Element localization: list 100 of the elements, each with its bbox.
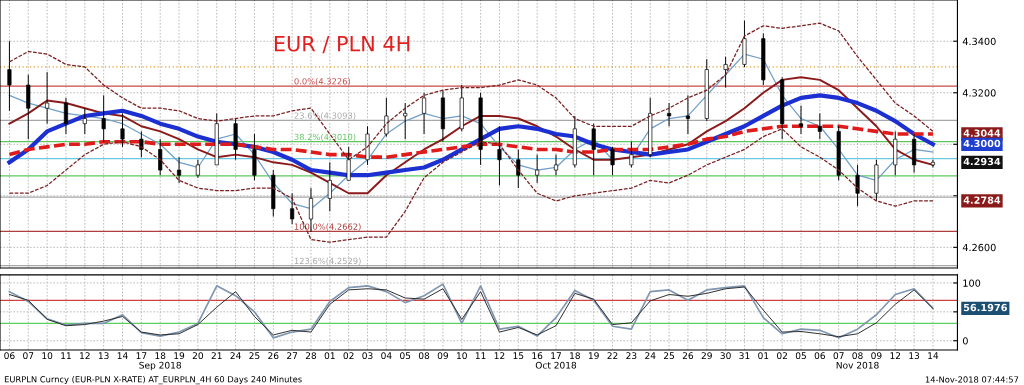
ref-line-label: 38.2%(4.3010): [294, 133, 356, 142]
candlestick: [384, 97, 389, 138]
x-tick-label: 20: [192, 352, 204, 360]
candlestick: [7, 40, 12, 112]
candlestick: [422, 92, 427, 135]
candlestick: [667, 102, 672, 127]
x-tick-label: 11: [475, 352, 486, 359]
text: EURPLN Curncy (EUR-PLN X-RATE) AT_EURPLN_4H 60 Days 240 Minutes: [4, 375, 302, 385]
x-tick-label: 14: [928, 352, 939, 359]
x-tick-label: 01: [758, 352, 769, 360]
x-tick-label: 06: [814, 352, 826, 360]
text: 14-Nov-2018 07:44:57: [925, 376, 1019, 383]
y-tick-label: 4.3400: [962, 37, 996, 46]
x-tick-label: 10: [42, 352, 53, 360]
candlestick: [610, 146, 615, 176]
line-series: [8, 128, 934, 243]
ref-line-label: 23.6%(4.3093): [294, 112, 356, 120]
x-tick-label: 13: [98, 352, 109, 360]
x-tick-label: 07: [23, 352, 34, 360]
text: Nov 2018: [836, 361, 879, 369]
x-tick-label: 17: [136, 352, 147, 359]
x-tick-label: 04: [381, 352, 392, 360]
candlestick: [158, 138, 163, 176]
y-tick-label: 4.2600: [962, 243, 996, 252]
y-tick-label: 100: [963, 279, 981, 287]
candlestick: [855, 164, 860, 207]
candlestick: [591, 123, 596, 176]
text: 56.1976: [963, 303, 1007, 312]
x-tick-label: 03: [362, 352, 373, 360]
x-tick-label: 19: [174, 352, 185, 360]
candlestick: [120, 112, 125, 148]
x-tick-label: 25: [663, 352, 675, 360]
x-tick-label: 26: [268, 352, 279, 360]
candlestick: [497, 125, 502, 186]
candlestick: [629, 141, 634, 168]
candlestick: [63, 97, 69, 135]
x-tick-label: 25: [249, 352, 260, 360]
x-tick-label: 24: [645, 352, 656, 359]
candlestick: [195, 159, 200, 179]
text: Oct 2018: [535, 361, 577, 369]
x-tick-label: 19: [588, 352, 599, 360]
x-tick-label: 29: [701, 352, 712, 360]
y-tick-label: 4.3200: [962, 89, 996, 97]
candlestick: [553, 154, 559, 176]
x-tick-label: 31: [739, 352, 750, 360]
x-tick-label: 01: [324, 352, 335, 360]
x-tick-label: 08: [418, 352, 430, 360]
x-tick-label: 12: [80, 352, 90, 359]
candlestick: [817, 112, 822, 140]
text: 4.2784: [963, 196, 1001, 204]
candlestick: [177, 156, 182, 184]
candlestick: [798, 105, 804, 135]
x-tick-label: 09: [437, 352, 449, 360]
x-tick-label: 11: [61, 352, 71, 359]
x-tick-label: 13: [909, 352, 920, 360]
candlestick: [346, 146, 351, 181]
candlestick: [139, 130, 144, 158]
x-tick-label: 08: [852, 352, 863, 360]
x-tick-label: 27: [287, 352, 298, 359]
x-tick-label: 22: [607, 352, 618, 359]
candlestick: [535, 154, 540, 184]
x-tick-label: 16: [532, 352, 543, 360]
text: 4.3000: [963, 139, 1001, 148]
x-tick-label: 21: [211, 352, 222, 359]
candlestick: [26, 74, 31, 140]
candlestick: [685, 94, 690, 135]
ref-line-label: 123.6%(4.2529): [294, 257, 361, 266]
y-tick-label: 0: [962, 337, 968, 345]
x-tick-label: 18: [570, 352, 580, 360]
text: EUR / PLN 4H: [274, 36, 410, 54]
x-tick-label: 14: [117, 352, 128, 359]
candlestick: [403, 102, 408, 140]
x-tick-label: 30: [720, 352, 731, 360]
x-tick-label: 02: [343, 352, 354, 360]
x-tick-label: 09: [871, 352, 882, 360]
x-tick-label: 15: [513, 352, 524, 360]
text: Sep 2018: [139, 361, 182, 371]
x-tick-label: 10: [457, 352, 467, 360]
candlestick: [82, 107, 87, 135]
x-tick-label: 24: [230, 352, 241, 359]
x-tick-label: 02: [777, 352, 787, 360]
x-tick-label: 05: [400, 352, 411, 360]
text: 4.2934: [963, 157, 1001, 166]
candlestick: [723, 56, 728, 89]
x-tick-label: 06: [4, 352, 15, 360]
x-tick-label: 23: [626, 352, 637, 360]
ref-line-label: 0.0%(4.3226): [294, 78, 351, 86]
candlestick: [45, 71, 50, 125]
x-tick-label: 12: [890, 352, 901, 359]
candlestick: [516, 148, 521, 189]
x-tick-label: 28: [305, 352, 317, 360]
x-tick-label: 18: [155, 352, 166, 360]
x-tick-label: 26: [682, 352, 694, 360]
candlestick: [327, 161, 332, 212]
candlestick: [290, 192, 295, 225]
text: 4.3044: [963, 129, 1001, 137]
x-tick-label: 17: [551, 352, 561, 359]
x-tick-label: 05: [795, 352, 806, 360]
x-tick-label: 12: [494, 352, 505, 359]
x-tick-label: 07: [833, 352, 844, 360]
